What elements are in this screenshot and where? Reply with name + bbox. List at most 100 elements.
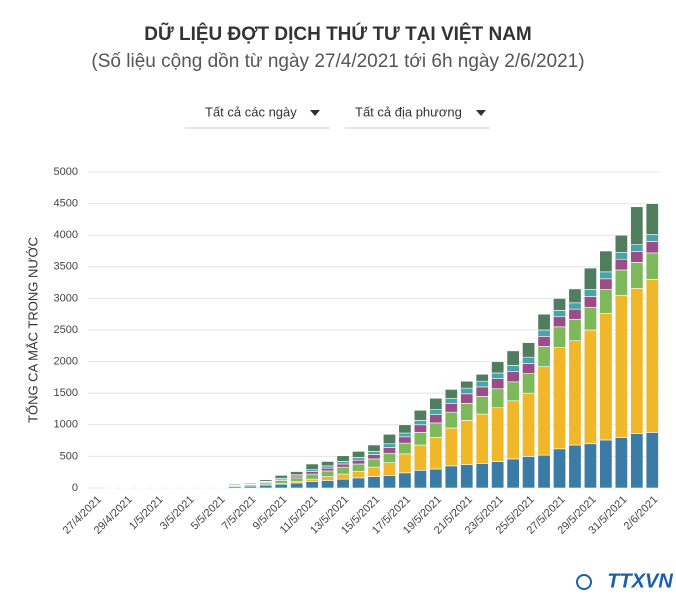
- bar-segment: [553, 316, 566, 328]
- bar-segment: [321, 467, 335, 472]
- bar-segment: [367, 466, 381, 477]
- bar-segment: [522, 373, 536, 394]
- bar-segment: [491, 407, 505, 462]
- bar-segment: [398, 442, 412, 455]
- bar-segment: [506, 350, 520, 366]
- bar-segment: [382, 475, 396, 489]
- dropdown-arrow[interactable]: [310, 110, 320, 116]
- y-tick-label: 3500: [54, 261, 78, 273]
- bar-segment: [398, 453, 412, 474]
- bar-segment: [352, 457, 366, 461]
- bar-segment: [522, 356, 536, 364]
- bar-segment: [274, 475, 288, 479]
- bar-segment: [336, 455, 350, 462]
- bar-segment: [614, 251, 628, 260]
- bar-segment: [537, 336, 551, 347]
- bar-segment: [645, 234, 659, 242]
- bar-segment: [382, 447, 396, 454]
- bar-segment: [429, 414, 443, 424]
- bar-segment: [444, 465, 458, 489]
- logo-icon: [576, 574, 592, 590]
- bar-segment: [336, 473, 350, 480]
- y-tick-label: 1000: [54, 419, 78, 431]
- bar-segment: [413, 424, 427, 433]
- dropdown-arrow[interactable]: [476, 110, 486, 116]
- bar-segment: [599, 250, 613, 273]
- bar-segment: [568, 308, 582, 320]
- bar-segment: [460, 403, 474, 421]
- bar-segment: [614, 294, 628, 438]
- bar-segment: [537, 346, 551, 367]
- bar-segment: [537, 329, 551, 337]
- bar-segment: [336, 466, 350, 475]
- bar-segment: [413, 409, 427, 421]
- y-axis-label: TỔNG CA MẮC TRONG NƯỚC: [25, 237, 40, 423]
- bar-segment: [583, 267, 597, 290]
- bar-segment: [352, 459, 366, 465]
- bar-segment: [537, 313, 551, 331]
- bar-segment: [321, 480, 335, 489]
- bar-segment: [382, 443, 396, 448]
- bar-segment: [305, 471, 319, 475]
- y-tick-label: 2500: [54, 324, 78, 336]
- bar-segment: [537, 366, 551, 456]
- y-tick-label: 4500: [54, 198, 78, 210]
- bar-segment: [599, 271, 613, 280]
- bar-segment: [553, 326, 566, 348]
- bar-segment: [491, 461, 505, 489]
- bar-segment: [599, 313, 613, 441]
- bar-segment: [243, 482, 257, 485]
- bar-segment: [305, 481, 319, 489]
- bar-segment: [522, 363, 536, 374]
- filter-label[interactable]: Tất cả địa phương: [355, 104, 462, 119]
- region-filter[interactable]: Tất cả địa phương: [345, 104, 490, 129]
- bar-segment: [568, 318, 582, 342]
- bar-segment: [599, 439, 613, 489]
- bar-segment: [491, 388, 505, 409]
- filter-label[interactable]: Tất cả các ngày: [205, 104, 297, 119]
- bar-segment: [305, 478, 319, 482]
- bar-segment: [321, 461, 335, 467]
- bar-segment: [614, 234, 628, 253]
- bar-segment: [259, 484, 273, 489]
- bar-segment: [290, 471, 304, 476]
- chart-subtitle: (Số liệu cộng dồn từ ngày 27/4/2021 tới …: [91, 51, 584, 72]
- bar-segment: [305, 463, 319, 470]
- bar-segment: [568, 444, 582, 489]
- bar-segment: [305, 473, 319, 480]
- bar-segment: [630, 206, 644, 245]
- bar-segment: [429, 437, 443, 470]
- bar-segment: [475, 386, 489, 397]
- y-tick-label: 4000: [54, 229, 78, 241]
- bar-segment: [290, 477, 304, 482]
- bar-segment: [398, 436, 412, 444]
- y-tick-label: 5000: [54, 166, 78, 178]
- bar-segment: [352, 477, 366, 489]
- bar-segment: [630, 251, 644, 263]
- bar-segment: [568, 288, 582, 304]
- date-filter[interactable]: Tất cả các ngày: [185, 104, 330, 129]
- bar-segment: [382, 462, 396, 476]
- bar-segment: [645, 432, 659, 489]
- bar-segment: [553, 298, 566, 311]
- bar-segment: [352, 471, 366, 479]
- bar-segment: [630, 433, 644, 489]
- bar-segment: [336, 478, 350, 489]
- bar-segment: [444, 397, 458, 404]
- bar-segment: [506, 381, 520, 402]
- bar-segment: [645, 279, 659, 433]
- bar-segment: [413, 444, 427, 471]
- bar-segment: [553, 310, 566, 318]
- bar-segment: [352, 463, 366, 472]
- bar-segment: [290, 482, 304, 489]
- bar-segment: [491, 378, 505, 390]
- bar-segment: [614, 437, 628, 489]
- bar-segment: [444, 427, 458, 467]
- bar-segment: [228, 483, 242, 486]
- bar-segment: [583, 306, 597, 331]
- bar-segment: [568, 302, 582, 310]
- bar-segment: [506, 458, 520, 489]
- y-tick-label: 2000: [54, 356, 78, 368]
- bar-segment: [367, 476, 381, 489]
